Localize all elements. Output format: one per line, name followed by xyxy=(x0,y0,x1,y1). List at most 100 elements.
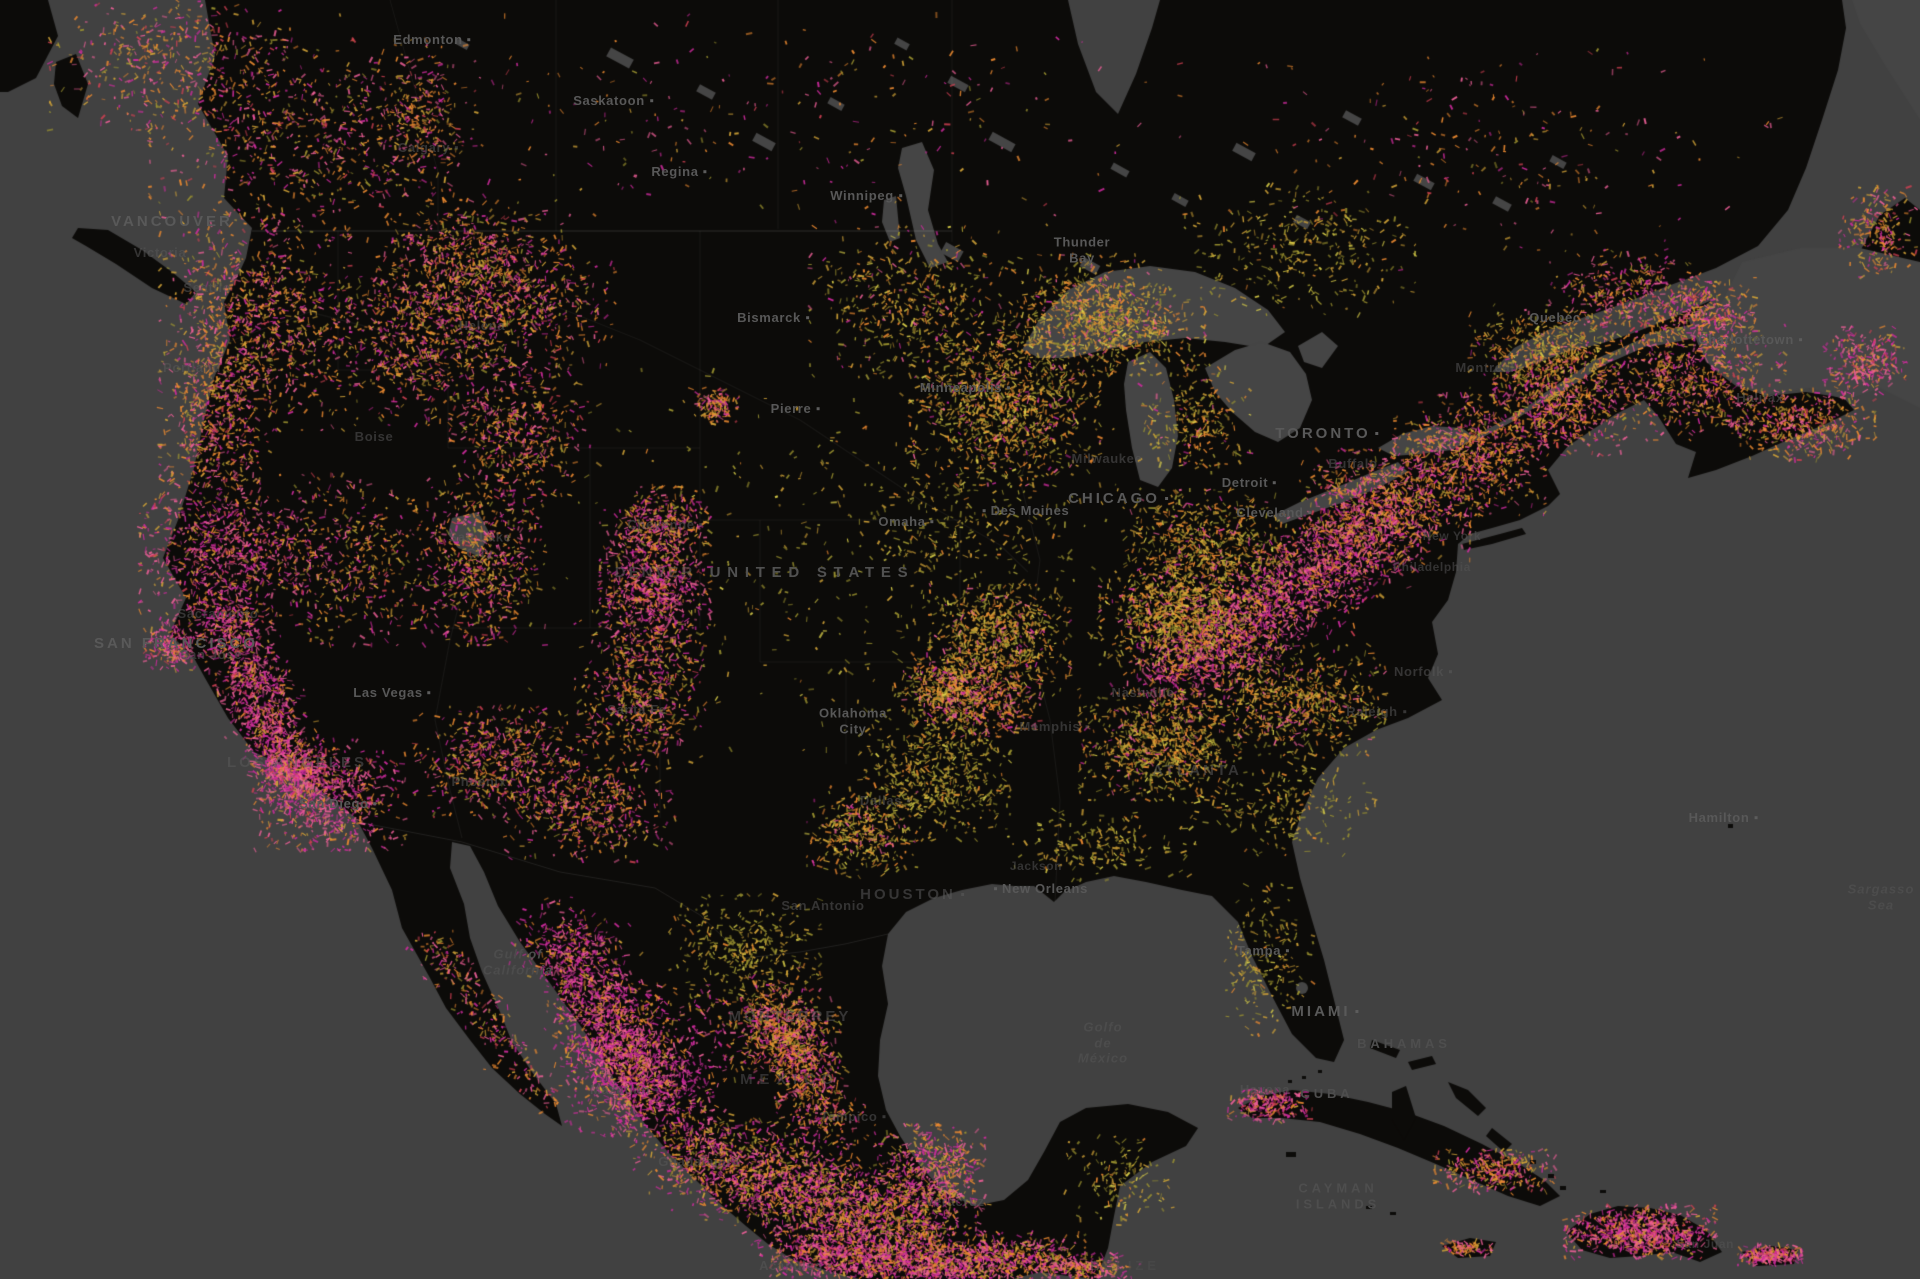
city-marker-dot xyxy=(882,1115,886,1119)
map-label-regina: Regina xyxy=(651,164,707,180)
city-marker-dot xyxy=(1754,816,1758,820)
map-label-minneapolis: Minneapolis xyxy=(920,380,1011,396)
city-marker-dot xyxy=(699,523,703,527)
map-label-chicago: CHICAGO xyxy=(1068,490,1168,508)
map-label-jackson: Jackson xyxy=(1009,858,1063,873)
map-label-raleigh: Raleigh xyxy=(1346,704,1406,720)
map-label-sargasso-sea: Sargasso Sea xyxy=(1847,881,1915,912)
map-label-cleveland: Cleveland xyxy=(1236,505,1312,521)
map-label-san-diego: San Diego xyxy=(299,796,377,812)
map-label-quebec: Quebec xyxy=(1529,310,1589,326)
map-label-hamilton: Hamilton xyxy=(1689,810,1758,826)
map-label-oklahoma-city: Oklahoma City xyxy=(818,705,888,736)
city-marker-dot xyxy=(1402,710,1406,714)
map-label-san-jose: San Jose xyxy=(179,647,243,663)
city-marker-dot xyxy=(805,316,809,320)
map-label-philadelphia: Philadelphia xyxy=(1393,559,1471,574)
map-label-dallas: Dallas xyxy=(860,793,911,809)
map-label-mazatl-n: Mazatlán xyxy=(590,1082,659,1098)
city-marker-dot xyxy=(917,1200,921,1204)
city-marker-dot xyxy=(1286,949,1290,953)
map-label-memphis: Memphis xyxy=(1020,719,1089,735)
map-label-monterrey: MONTERREY xyxy=(728,1008,852,1025)
city-marker-dot xyxy=(655,1088,659,1092)
map-label-havana: Havana xyxy=(1239,1082,1291,1098)
map-label-nashville: Nashville xyxy=(1111,685,1175,701)
map-label-thunder-bay: Thunder Bay xyxy=(1053,234,1111,265)
map-label-cheyenne: Cheyenne xyxy=(627,517,703,533)
map-label-phoenix: Phoenix xyxy=(451,774,507,790)
map-label-bahamas: BAHAMAS xyxy=(1357,1036,1451,1052)
map-label-portland: Portland xyxy=(163,360,221,376)
city-marker-dot xyxy=(703,170,707,174)
map-label-los-angeles: LOS ANGELES xyxy=(227,754,367,771)
city-marker-dot xyxy=(1585,316,1589,320)
city-marker-dot xyxy=(1164,496,1168,500)
map-label-charlottetown: Charlottetown xyxy=(1698,332,1802,348)
city-marker-dot xyxy=(1798,338,1802,342)
map-label-santa-fe: Santa Fe xyxy=(607,702,667,718)
city-marker-dot xyxy=(649,99,653,103)
city-marker-dot xyxy=(816,407,820,411)
city-marker-dot xyxy=(1375,431,1379,435)
city-marker-dot xyxy=(467,38,471,42)
map-label-denver: DENVER xyxy=(614,564,696,581)
map-label-acapulco: Acapulco xyxy=(759,1258,831,1274)
city-marker-dot xyxy=(455,146,459,150)
map-label-montreal: Montreal xyxy=(1455,360,1523,376)
map-label-halifax: Halifax xyxy=(1736,390,1784,406)
city-marker-dot xyxy=(982,509,986,513)
map-label-united-states: UNITED STATES xyxy=(709,564,915,581)
map-label-atlanta: ATLANTA xyxy=(1152,762,1242,779)
map-label-new-york: New York xyxy=(1422,528,1482,543)
city-marker-dot xyxy=(1449,670,1453,674)
city-marker-dot xyxy=(960,892,964,896)
map-label-bismarck: Bismarck xyxy=(737,310,809,326)
map-label-norfolk: Norfolk xyxy=(1394,664,1453,680)
map-label-detroit: Detroit xyxy=(1222,475,1277,491)
map-label-houston: HOUSTON xyxy=(860,886,964,904)
map-label-las-vegas: Las Vegas xyxy=(353,685,431,701)
map-label-san-juan: San Juan xyxy=(1675,1236,1735,1251)
map-label-edmonton: Edmonton xyxy=(393,32,471,48)
city-marker-dot xyxy=(827,1264,831,1268)
map-label-sacramento: Sacramento xyxy=(177,606,259,622)
map-label-veracruz: Veracruz xyxy=(917,1194,984,1210)
city-marker-dot xyxy=(898,194,902,198)
map-label-des-moines: Des Moines xyxy=(982,503,1070,519)
map-label-miami: MIAMI xyxy=(1291,1003,1359,1021)
map-label-salt-lake-city: Salt Lake City xyxy=(448,529,512,560)
map-label-omaha: Omaha xyxy=(878,514,934,530)
map-label-cayman-islands: CAYMAN ISLANDS xyxy=(1295,1180,1381,1211)
city-marker-dot xyxy=(1273,481,1277,485)
map-label-victoria: Victoria xyxy=(133,245,187,261)
map-label-helena: Helena xyxy=(458,318,506,334)
map-label-vancouver: VANCOUVER xyxy=(111,213,233,230)
map-label-san-francisco: SAN FRANCISCO xyxy=(93,635,259,652)
city-marker-dot xyxy=(1355,1009,1359,1013)
map-label-guadalajara: Guadalajara xyxy=(658,1154,740,1170)
city-marker-dot xyxy=(930,520,934,524)
city-marker-dot xyxy=(1308,511,1312,515)
city-marker-dot xyxy=(427,691,431,695)
city-marker-dot xyxy=(1007,386,1011,390)
city-marker-dot xyxy=(373,802,377,806)
map-label-san-antonio: San Antonio xyxy=(781,898,865,914)
map-label-cuba: CUBA xyxy=(1300,1086,1354,1102)
map-label-calgary: Calgary xyxy=(398,140,459,156)
map-label-golfo-de-m-xico: Golfo de México xyxy=(1077,1019,1129,1066)
map-label-saskatoon: Saskatoon xyxy=(573,93,653,109)
map-label-mexico: MEXICO xyxy=(740,1071,840,1088)
map-label-new-orleans: New Orleans xyxy=(994,881,1088,897)
city-marker-dot xyxy=(1519,366,1523,370)
map-label-buffalo: Buffalo xyxy=(1328,456,1386,472)
map-label-tampico: Tampico xyxy=(820,1109,886,1125)
city-marker-dot xyxy=(1085,725,1089,729)
map-label-pierre: Pierre xyxy=(771,401,820,417)
map-label-gulf-of-california: Gulf of California xyxy=(482,946,554,977)
city-marker-dot xyxy=(1382,462,1386,466)
map-label-boise: Boise xyxy=(354,429,394,445)
